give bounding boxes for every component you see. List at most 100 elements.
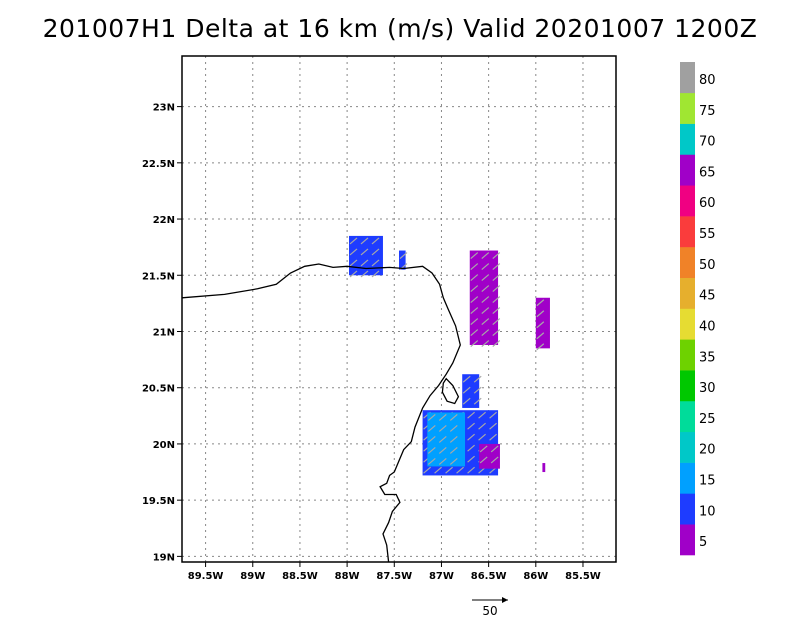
wind-vector <box>427 457 436 465</box>
wind-vector <box>470 340 479 347</box>
wind-region <box>462 374 482 408</box>
wind-region <box>427 412 466 467</box>
wind-vector <box>481 285 490 292</box>
colorbar-swatch <box>680 216 695 248</box>
wind-vector <box>490 456 499 464</box>
lon-tick-label: 88W <box>335 571 360 582</box>
wind-vector <box>492 329 501 336</box>
colorbar-label: 60 <box>699 196 716 211</box>
lat-tick-label: 20N <box>153 440 175 451</box>
wind-vector <box>427 446 436 454</box>
wind-vector <box>492 296 501 303</box>
lon-tick-label: 89W <box>240 571 265 582</box>
lon-tick-label: 89.5W <box>188 571 224 582</box>
wind-vector <box>438 424 447 432</box>
colorbar-swatch <box>680 246 695 278</box>
wind-vector <box>470 318 479 325</box>
colorbar-swatch <box>680 154 695 186</box>
wind-region <box>469 250 501 347</box>
wind-vector <box>427 413 436 421</box>
wind-vector <box>371 237 380 245</box>
colorbar-swatch <box>680 62 695 94</box>
wind-vector <box>360 248 369 256</box>
wind-region <box>348 235 383 278</box>
colorbar-label: 30 <box>699 381 716 396</box>
legend-arrow-value: 50 <box>482 604 497 618</box>
colorbar-label: 75 <box>699 104 716 119</box>
wind-vector <box>371 270 380 278</box>
wind-vector <box>434 466 442 474</box>
colorbar-swatch <box>680 339 695 371</box>
wind-vector <box>462 386 471 394</box>
wind-vector <box>481 263 490 270</box>
wind-vector <box>360 270 369 278</box>
wind-vector <box>473 386 482 394</box>
lon-tick-label: 86.5W <box>471 571 507 582</box>
wind-cell-block <box>399 250 406 270</box>
lon-tick-label: 87.5W <box>376 571 412 582</box>
wind-vector <box>479 445 488 453</box>
colorbar-label: 25 <box>699 412 716 427</box>
wind-vector <box>489 411 497 419</box>
colorbar-swatch <box>680 462 695 494</box>
wind-vector <box>470 252 479 259</box>
wind-vector <box>438 435 447 443</box>
wind-vector <box>481 307 490 314</box>
colorbar-swatch <box>680 308 695 340</box>
wind-vector <box>467 422 475 430</box>
wind-vector <box>371 248 380 256</box>
colorbar-swatch <box>680 524 695 556</box>
wind-vector <box>481 329 490 336</box>
wind-vector <box>492 285 501 292</box>
coastline <box>181 263 461 563</box>
wind-vector <box>438 413 447 421</box>
wind-vector <box>478 422 486 430</box>
lat-tick-label: 21.5N <box>142 271 175 282</box>
wind-vector <box>536 310 545 318</box>
longitude-labels: 89.5W 89W 88.5W 88W 87.5W 87W 86.5W 86W 85.5W <box>188 562 601 582</box>
wind-vector <box>492 252 501 259</box>
wind-cell-block <box>542 463 546 473</box>
wind-vector <box>536 321 545 329</box>
wind-vector <box>349 259 358 267</box>
colorbar-swatch <box>680 277 695 309</box>
wind-vector <box>536 299 545 307</box>
colorbar-label: 70 <box>699 135 716 150</box>
colorbar-label: 5 <box>699 535 707 550</box>
map-frame <box>181 55 617 563</box>
colorbar-swatch <box>680 370 695 402</box>
lon-tick-label: 87W <box>429 571 454 582</box>
colorbar: 5 10 15 20 25 30 35 40 45 50 55 60 65 70 75 80 <box>680 62 716 556</box>
wind-vector <box>470 285 479 292</box>
wind-region <box>479 443 500 469</box>
colorbar-swatch <box>680 92 695 124</box>
wind-vector <box>449 435 458 443</box>
wind-vector <box>536 332 545 340</box>
colorbar-label: 10 <box>699 504 716 519</box>
wind-vector <box>349 270 358 278</box>
wind-vector <box>470 263 479 270</box>
colorbar-swatch <box>680 123 695 155</box>
wind-vector <box>423 466 431 474</box>
colorbar-swatch <box>680 400 695 433</box>
wind-vector <box>481 296 490 303</box>
lat-tick-label: 21N <box>153 327 175 338</box>
wind-vector <box>349 237 358 245</box>
wind-vector <box>456 466 464 474</box>
wind-vector <box>490 445 499 453</box>
latitude-labels: 19N 19.5N 20N 20.5N 21N 21.5N 22N 22.5N 23N <box>142 103 182 563</box>
wind-vector <box>349 248 358 256</box>
colorbar-label: 55 <box>699 227 716 242</box>
colorbar-label: 45 <box>699 289 716 304</box>
map-frame-bg <box>182 56 616 562</box>
wind-cell-block <box>469 250 499 345</box>
wind-vector <box>489 422 497 430</box>
colorbar-label: 20 <box>699 443 716 458</box>
wind-vector <box>478 433 486 441</box>
wind-vector <box>492 307 501 314</box>
colorbar-swatch <box>680 431 695 463</box>
wind-cell-block <box>462 374 480 408</box>
wind-vector <box>399 252 408 259</box>
wind-vector <box>492 340 501 347</box>
